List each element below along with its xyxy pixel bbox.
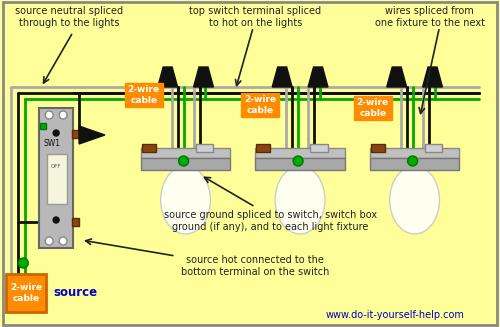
- Circle shape: [45, 237, 53, 245]
- FancyBboxPatch shape: [47, 154, 67, 204]
- FancyBboxPatch shape: [256, 148, 345, 158]
- Text: 2-wire
cable: 2-wire cable: [244, 95, 276, 115]
- Polygon shape: [194, 67, 214, 87]
- Text: top switch terminal spliced
to hot on the lights: top switch terminal spliced to hot on th…: [189, 6, 322, 27]
- Polygon shape: [422, 67, 442, 87]
- FancyBboxPatch shape: [196, 144, 214, 152]
- Ellipse shape: [160, 166, 210, 234]
- Text: SW1: SW1: [43, 139, 60, 148]
- Text: 2-wire
cable: 2-wire cable: [10, 283, 42, 303]
- Circle shape: [45, 111, 53, 119]
- Circle shape: [293, 156, 303, 166]
- Polygon shape: [79, 126, 105, 144]
- Circle shape: [408, 156, 418, 166]
- Ellipse shape: [390, 166, 440, 234]
- FancyBboxPatch shape: [6, 274, 46, 312]
- FancyBboxPatch shape: [310, 144, 328, 152]
- FancyBboxPatch shape: [370, 148, 460, 158]
- Text: 2-wire
cable: 2-wire cable: [356, 98, 389, 118]
- FancyBboxPatch shape: [141, 148, 231, 158]
- FancyBboxPatch shape: [4, 2, 498, 325]
- Polygon shape: [308, 67, 328, 87]
- FancyBboxPatch shape: [72, 218, 79, 226]
- Ellipse shape: [275, 166, 325, 234]
- Text: source hot connected to the
bottom terminal on the switch: source hot connected to the bottom termi…: [181, 255, 330, 277]
- Circle shape: [59, 237, 67, 245]
- FancyBboxPatch shape: [141, 158, 231, 170]
- Text: source ground spliced to switch, switch box
ground (if any), and to each light f: source ground spliced to switch, switch …: [164, 210, 377, 232]
- FancyBboxPatch shape: [256, 158, 345, 170]
- Circle shape: [18, 258, 28, 268]
- FancyBboxPatch shape: [72, 130, 79, 138]
- Circle shape: [53, 130, 59, 136]
- FancyBboxPatch shape: [40, 123, 46, 129]
- FancyBboxPatch shape: [142, 144, 156, 152]
- Polygon shape: [158, 67, 178, 87]
- Circle shape: [178, 156, 188, 166]
- Circle shape: [59, 111, 67, 119]
- Circle shape: [53, 217, 59, 223]
- Text: wires spliced from
one fixture to the next: wires spliced from one fixture to the ne…: [374, 6, 484, 27]
- FancyBboxPatch shape: [256, 144, 270, 152]
- Text: source neutral spliced
through to the lights: source neutral spliced through to the li…: [15, 6, 123, 27]
- Text: source: source: [53, 286, 98, 300]
- Polygon shape: [272, 67, 292, 87]
- Text: 2-wire
cable: 2-wire cable: [128, 85, 160, 105]
- FancyBboxPatch shape: [370, 158, 460, 170]
- Text: www.do-it-yourself-help.com: www.do-it-yourself-help.com: [326, 310, 464, 320]
- FancyBboxPatch shape: [371, 144, 384, 152]
- Polygon shape: [386, 67, 406, 87]
- FancyBboxPatch shape: [424, 144, 442, 152]
- Text: OFF: OFF: [51, 164, 62, 168]
- FancyBboxPatch shape: [39, 108, 73, 248]
